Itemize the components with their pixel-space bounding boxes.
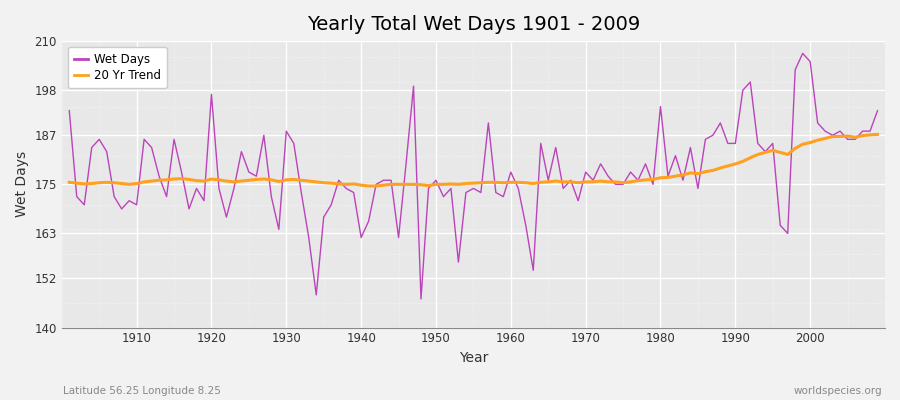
Title: Yearly Total Wet Days 1901 - 2009: Yearly Total Wet Days 1901 - 2009 bbox=[307, 15, 640, 34]
Y-axis label: Wet Days: Wet Days bbox=[15, 151, 29, 218]
Text: worldspecies.org: worldspecies.org bbox=[794, 386, 882, 396]
Legend: Wet Days, 20 Yr Trend: Wet Days, 20 Yr Trend bbox=[68, 47, 166, 88]
Text: Latitude 56.25 Longitude 8.25: Latitude 56.25 Longitude 8.25 bbox=[63, 386, 220, 396]
X-axis label: Year: Year bbox=[459, 351, 488, 365]
